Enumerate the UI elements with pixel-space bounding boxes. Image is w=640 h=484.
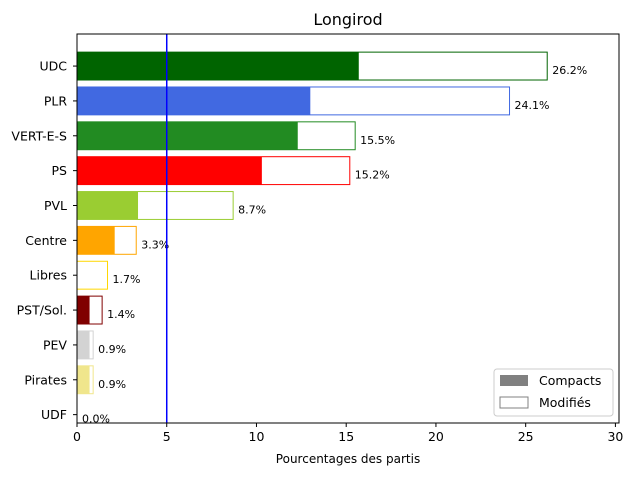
- bars-layer: [76, 51, 548, 395]
- y-tick-label-ps: PS: [52, 163, 68, 178]
- bar-compacts-centre: [77, 226, 115, 255]
- y-tick-label-pvl: PVL: [44, 198, 67, 213]
- x-tick-label-15: 15: [338, 429, 354, 444]
- x-tick-label-30: 30: [607, 429, 623, 444]
- value-labels-layer: 26.2% 24.1% 15.5% 15.2% 8.7% 3.3% 1.7% 1.4% 0.9%…: [82, 64, 587, 426]
- bar-compacts-pev: [77, 330, 90, 359]
- x-tick-label-20: 20: [428, 429, 444, 444]
- y-tick-label-pirates: Pirates: [24, 372, 67, 387]
- plot-frame: [76, 33, 620, 424]
- legend-label-compacts: Compacts: [539, 373, 601, 388]
- y-tick-label-pst-sol: PST/Sol.: [17, 303, 67, 318]
- bar-modifies-libres: [76, 260, 109, 290]
- y-tick-label-udf: UDF: [41, 407, 67, 422]
- x-axis-label: Pourcentages des partis: [276, 452, 420, 466]
- value-label-libres: 1.7%: [113, 273, 141, 286]
- y-tick-label-vert-e-s: VERT-E-S: [11, 128, 67, 143]
- value-label-pvl: 8.7%: [238, 203, 266, 216]
- y-tick-label-centre: Centre: [25, 233, 67, 248]
- value-label-ps: 15.2%: [355, 169, 390, 182]
- legend-swatch-compacts: [500, 375, 528, 386]
- value-label-udc: 26.2%: [552, 64, 587, 77]
- value-label-centre: 3.3%: [141, 238, 169, 251]
- value-label-pst-sol: 1.4%: [107, 308, 135, 321]
- y-axis: UDC PLR VERT-E-S PS PVL Centre Libres PST/Sol. P…: [11, 59, 77, 422]
- bar-compacts-pst-sol: [77, 296, 90, 325]
- legend-swatch-modifies: [499, 396, 529, 409]
- bar-compacts-udc: [77, 52, 359, 81]
- bar-compacts-vert-e-s: [77, 121, 298, 150]
- x-axis: 0 5 10 15 20 25 30: [73, 423, 623, 444]
- value-label-pirates: 0.9%: [98, 378, 126, 391]
- x-tick-label-5: 5: [163, 429, 171, 444]
- bar-compacts-pirates: [77, 365, 90, 394]
- chart-title: Longirod: [313, 10, 382, 29]
- y-tick-label-plr: PLR: [44, 93, 68, 108]
- value-label-vert-e-s: 15.5%: [360, 134, 395, 147]
- bar-compacts-ps: [77, 156, 262, 185]
- x-tick-label-25: 25: [518, 429, 534, 444]
- legend-label-modifies: Modifiés: [539, 395, 591, 410]
- x-tick-label-10: 10: [249, 429, 265, 444]
- value-label-udf: 0.0%: [82, 413, 110, 426]
- y-tick-label-udc: UDC: [39, 59, 67, 74]
- bar-compacts-pvl: [77, 191, 139, 220]
- y-tick-label-pev: PEV: [43, 337, 67, 352]
- legend: Compacts Modifiés: [493, 368, 614, 417]
- y-tick-label-libres: Libres: [30, 268, 67, 283]
- bar-compacts-plr: [77, 86, 311, 115]
- value-label-plr: 24.1%: [515, 99, 550, 112]
- x-tick-label-0: 0: [73, 429, 81, 444]
- value-label-pev: 0.9%: [98, 343, 126, 356]
